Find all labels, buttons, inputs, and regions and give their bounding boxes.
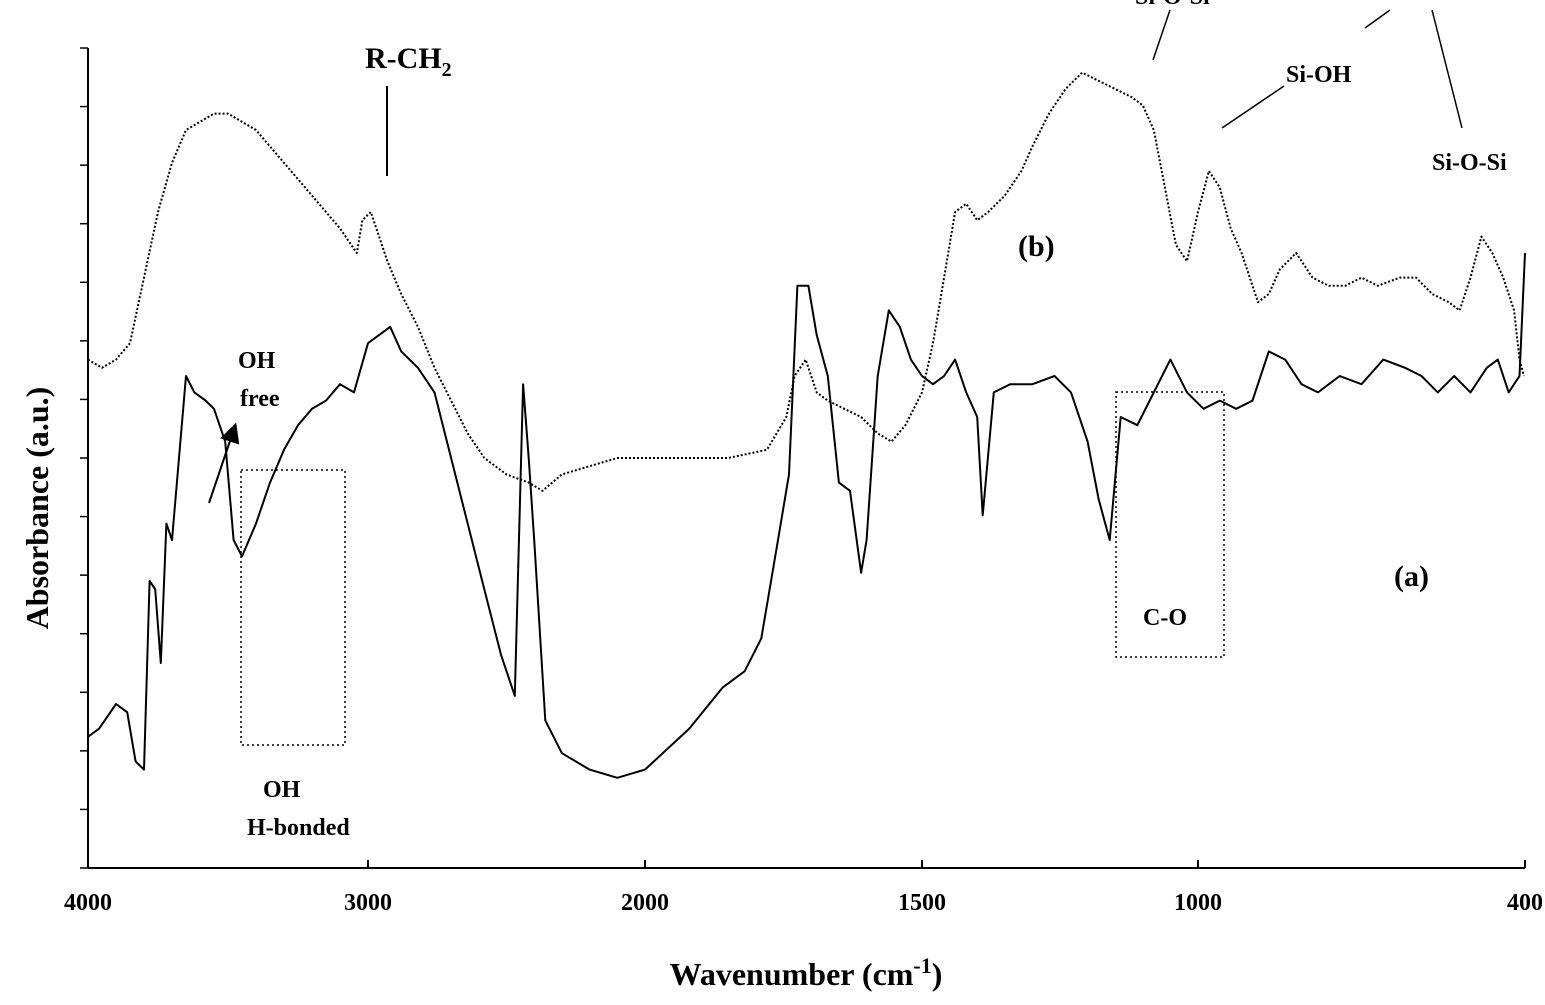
sio-si-top-leader: [1152, 9, 1171, 61]
oh-hbonded-box: [240, 469, 346, 746]
r-ch2-subscript: 2: [442, 59, 452, 81]
oh-free-arrow: [208, 422, 240, 504]
x-tick-label-3000: 3000: [344, 890, 392, 916]
co-box: [1115, 391, 1225, 658]
x-axis-title: Wavenumber (cm-1): [670, 953, 943, 992]
sio-si-top-label: Si-O-Si: [1135, 0, 1210, 10]
series-a-label: (a): [1394, 560, 1429, 593]
sio-si-right-leader-2: [1431, 9, 1463, 129]
x-tick-label-4000: 4000: [64, 890, 112, 916]
x-tick-label-1000: 1000: [1174, 890, 1222, 916]
y-axis-ticks: [80, 47, 88, 869]
si-oh-leader: [1221, 85, 1285, 129]
oh-hbonded-label-line1: OH: [263, 777, 301, 803]
x-tick-label-400: 400: [1507, 890, 1543, 916]
si-oh-label: Si-OH: [1286, 62, 1352, 88]
x-axis-title-end: ): [932, 956, 943, 992]
oh-free-label-line1: OH: [238, 348, 276, 374]
co-label: C-O: [1143, 605, 1187, 631]
x-tick-label-1500: 1500: [898, 890, 946, 916]
oh-hbonded-label-line2: H-bonded: [247, 815, 350, 841]
series-layer: [87, 71, 1526, 779]
series-line-b: [87, 71, 1525, 492]
y-axis-title: Absorbance (a.u.): [19, 387, 55, 630]
sio-si-right-label: Si-O-Si: [1432, 150, 1507, 176]
sio-si-right-leader-1: [1364, 9, 1391, 29]
oh-free-label-line2: free: [240, 386, 280, 412]
r-ch2-label: R-CH2: [365, 42, 452, 81]
series-line-a: [87, 252, 1526, 779]
x-axis-ticks: 4000 3000 2000 1500 1000 400: [64, 860, 1543, 916]
x-tick-label-2000: 2000: [621, 890, 669, 916]
series-b-label: (b): [1018, 230, 1055, 263]
x-axis-title-superscript: -1: [913, 953, 931, 978]
